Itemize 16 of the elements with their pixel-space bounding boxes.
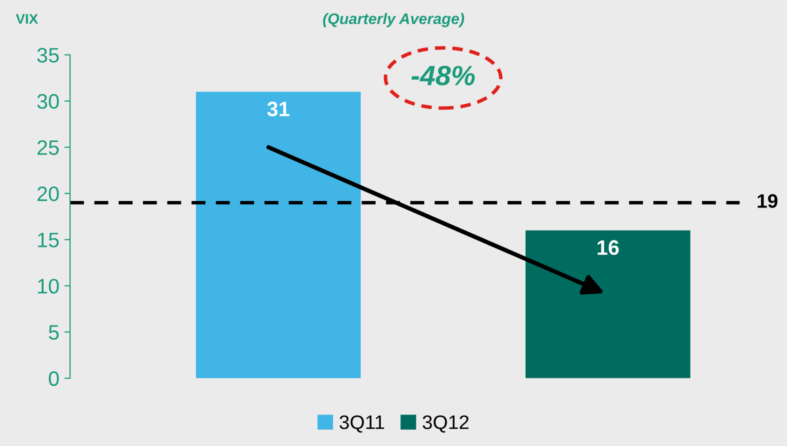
y-tick-label: 0 (48, 371, 59, 386)
chart-subtitle: (Quarterly Average) (323, 12, 464, 28)
y-tick-label: 30 (37, 94, 59, 109)
legend-label: 3Q11 (340, 415, 384, 433)
y-tick-label: 15 (38, 232, 59, 248)
y-axis-title: VIX (16, 14, 38, 24)
annotation: -48% (411, 66, 475, 86)
legend-label: 3Q12 (422, 415, 469, 433)
y-tick-label: 20 (38, 186, 59, 202)
y-tick-label: 25 (38, 140, 59, 155)
y-tick-label: 5 (48, 325, 59, 340)
y-tick-label: 35 (37, 48, 59, 63)
data-label: 16 (598, 240, 619, 255)
data-label: 31 (267, 102, 290, 116)
y-tick-label: 10 (38, 278, 59, 294)
ref-line-label: 19 (758, 194, 778, 208)
